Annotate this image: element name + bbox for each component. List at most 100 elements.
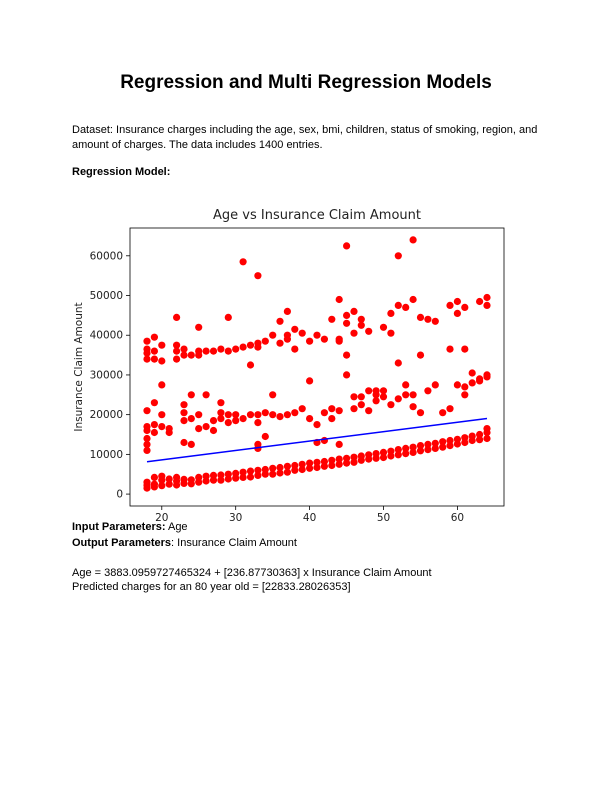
data-point	[143, 407, 151, 415]
data-point	[202, 423, 210, 431]
data-point	[158, 381, 166, 389]
y-tick-label: 20000	[90, 409, 123, 421]
data-point	[424, 315, 432, 323]
data-point	[446, 301, 454, 309]
data-point	[195, 473, 203, 481]
data-point	[158, 341, 166, 349]
data-point	[453, 297, 461, 306]
x-tick-label: 60	[451, 512, 464, 522]
data-point	[143, 446, 151, 454]
data-point	[202, 347, 210, 355]
input-parameters: Input Parameters: Age	[72, 520, 542, 535]
data-point	[158, 482, 166, 490]
data-point	[387, 447, 395, 455]
data-point	[476, 375, 484, 383]
data-point	[180, 475, 188, 483]
data-point	[328, 456, 336, 464]
data-point	[224, 470, 232, 478]
data-point	[150, 473, 158, 481]
data-point	[283, 307, 291, 315]
data-point	[335, 295, 343, 304]
regression-equation: Age = 3883.0959727465324 + [236.87730363…	[72, 567, 432, 579]
data-point	[269, 470, 277, 478]
data-point	[180, 417, 188, 425]
data-point	[261, 337, 269, 345]
data-point	[394, 252, 402, 260]
regression-heading: Regression Model:	[72, 166, 171, 178]
chart-title: Age vs Insurance Claim Amount	[213, 208, 421, 223]
data-point	[320, 436, 328, 445]
data-point	[232, 411, 240, 419]
data-point	[143, 355, 151, 363]
data-point	[261, 465, 269, 474]
output-parameters-value: : Insurance Claim Amount	[171, 537, 297, 549]
data-point	[254, 272, 262, 280]
data-point	[402, 381, 410, 389]
data-point	[298, 405, 306, 413]
data-point	[461, 391, 469, 399]
data-point	[357, 321, 365, 329]
data-point	[158, 357, 166, 365]
data-point	[217, 476, 225, 484]
data-point	[165, 475, 173, 483]
data-point	[246, 473, 255, 481]
data-point	[283, 468, 291, 476]
data-point	[195, 347, 203, 355]
data-point	[150, 428, 158, 437]
data-point	[453, 381, 461, 389]
data-point	[416, 351, 425, 359]
data-point	[387, 309, 395, 317]
y-axis-label: Insurance Claim Amount	[73, 302, 85, 431]
data-point	[261, 432, 269, 441]
x-tick-label: 30	[229, 512, 242, 522]
data-point	[365, 387, 373, 395]
data-point	[431, 439, 439, 447]
data-point	[313, 458, 321, 466]
data-point	[343, 319, 351, 327]
data-point	[173, 341, 181, 349]
y-tick-label: 30000	[90, 369, 123, 381]
data-point	[350, 458, 358, 466]
data-point	[306, 377, 314, 385]
data-point	[209, 426, 218, 435]
data-point	[291, 461, 299, 470]
data-point	[424, 440, 432, 448]
data-point	[402, 450, 410, 458]
data-point	[394, 359, 402, 367]
data-point	[298, 460, 306, 468]
data-point	[150, 333, 158, 341]
data-point	[468, 379, 476, 387]
data-point	[158, 411, 166, 419]
data-point	[232, 417, 240, 425]
data-point	[350, 405, 358, 413]
data-point	[424, 446, 432, 454]
data-point	[150, 399, 158, 407]
input-parameters-label: Input Parameters:	[72, 521, 166, 533]
data-point	[476, 430, 484, 439]
data-point	[350, 453, 358, 461]
data-point	[150, 347, 158, 355]
data-point	[306, 464, 314, 472]
data-point	[224, 347, 232, 355]
data-point	[335, 407, 343, 415]
data-point	[313, 463, 321, 472]
regression-line	[146, 417, 488, 463]
data-point	[276, 339, 284, 347]
data-point	[343, 351, 351, 359]
data-point	[239, 415, 247, 423]
data-point	[246, 411, 255, 419]
data-point	[409, 448, 417, 456]
data-point	[379, 387, 388, 395]
data-point	[372, 391, 380, 399]
data-point	[328, 315, 336, 323]
scatter-chart: Age vs Insurance Claim Amount Insurance …	[68, 202, 508, 522]
data-point	[239, 258, 247, 266]
data-point	[424, 387, 432, 395]
data-point	[306, 415, 314, 423]
data-point	[224, 411, 232, 419]
output-parameters-label: Output Parameters	[72, 537, 172, 549]
data-point	[173, 355, 181, 363]
data-point	[180, 351, 188, 359]
data-point	[180, 409, 188, 417]
data-point	[409, 443, 417, 451]
